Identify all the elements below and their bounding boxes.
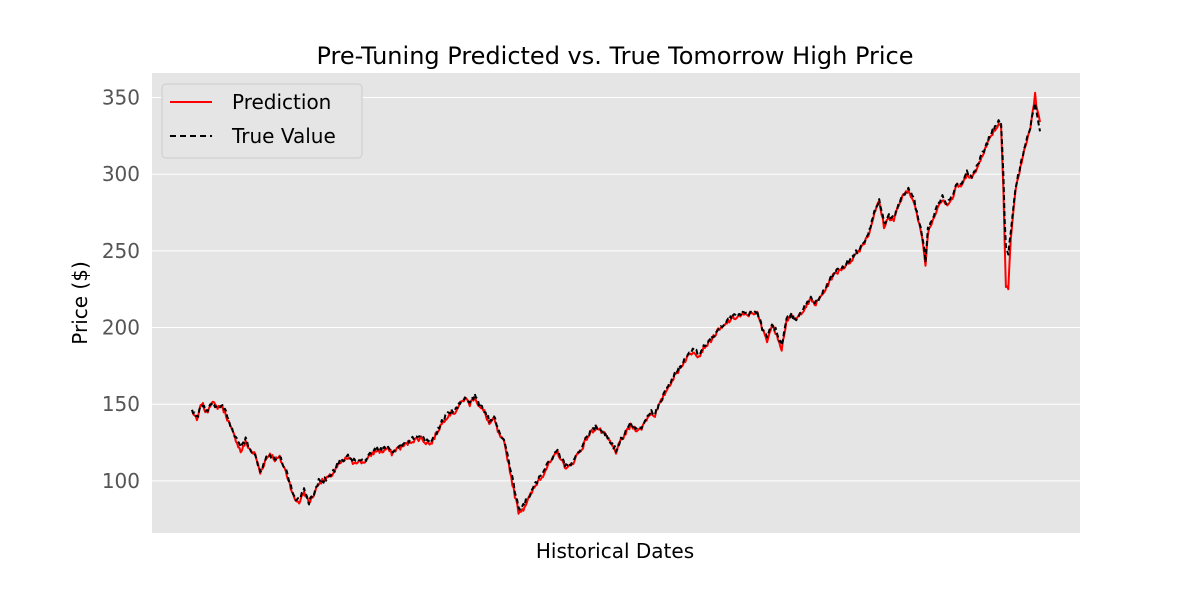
y-axis-label: Price ($) (68, 261, 92, 344)
legend: Prediction True Value (161, 83, 363, 159)
y-tick-labels: 100 150 200 250 300 350 (102, 86, 140, 493)
series-layer (191, 91, 1041, 515)
x-axis-label: Historical Dates (536, 539, 694, 563)
gridlines (152, 97, 1080, 482)
y-tick-label-350: 350 (102, 86, 140, 110)
y-tick-label-300: 300 (102, 162, 140, 186)
chart-title: Pre-Tuning Predicted vs. True Tomorrow H… (316, 42, 913, 70)
legend-label-true-value: True Value (231, 124, 336, 148)
legend-label-prediction: Prediction (232, 90, 331, 114)
series-line-true-value (191, 102, 1041, 511)
y-tick-label-100: 100 (102, 469, 140, 493)
y-tick-label-200: 200 (102, 316, 140, 340)
y-tick-label-150: 150 (102, 392, 140, 416)
y-tick-label-250: 250 (102, 239, 140, 263)
